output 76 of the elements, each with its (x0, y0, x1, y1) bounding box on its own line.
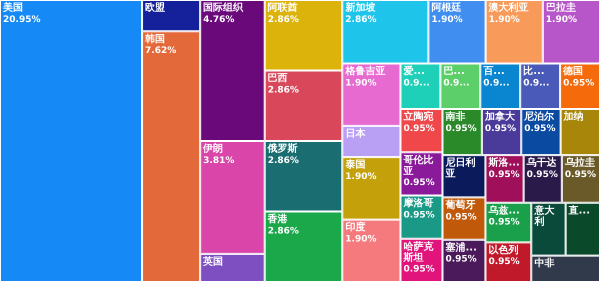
data-label: 1.90% (345, 78, 377, 88)
category-label: 直... (568, 204, 590, 216)
category-label: 斯洛... (487, 156, 520, 169)
data-label: 0.95% (445, 124, 477, 134)
data-label: 1.90% (345, 234, 377, 244)
category-label: 乌干达 (526, 156, 558, 169)
data-label: 0.95% (403, 124, 435, 134)
data-label: 0.9... (443, 78, 470, 88)
category-label: 尼泊尔 (523, 110, 556, 123)
data-label: 2.86% (268, 226, 299, 236)
data-label: 0.95% (445, 212, 477, 222)
data-label: 0.95% (526, 170, 558, 180)
category-label: 尼日利亚 (444, 156, 476, 180)
category-label: 伊朗 (202, 142, 224, 155)
category-label: 南非 (444, 110, 466, 123)
category-label: 德国 (562, 65, 584, 78)
data-label: 0.95% (445, 254, 477, 265)
data-label: 20.95% (3, 14, 40, 25)
category-label: 国际组织 (203, 2, 244, 14)
category-label: 格鲁吉亚 (344, 65, 386, 78)
category-label: 乌兹... (487, 204, 520, 216)
category-label: 澳大利亚 (488, 2, 529, 14)
data-label: 0.95% (488, 218, 520, 228)
category-label: 比... (523, 65, 545, 78)
category-label: 新加坡 (344, 2, 376, 14)
data-label: 3.81% (203, 156, 234, 166)
category-label: 巴拉圭 (546, 2, 576, 14)
category-label: 加拿大 (484, 110, 516, 123)
category-label: 欧盟 (145, 2, 166, 14)
category-label: 英国 (202, 255, 224, 268)
data-label: 1.90% (546, 14, 578, 25)
category-label: 日本 (345, 128, 366, 140)
category-label: 印度 (345, 221, 366, 234)
data-label: 0.95% (488, 257, 520, 268)
category-label: 意大利 (533, 204, 556, 228)
category-label: 阿联酋 (268, 2, 298, 14)
category-label: 美国 (2, 2, 23, 14)
data-label: 0.95% (403, 264, 435, 275)
data-label: 0.95% (403, 210, 435, 220)
data-label: 2.86% (268, 85, 299, 96)
category-label: 泰国 (344, 158, 366, 171)
category-label: 哥伦比亚 (402, 154, 434, 177)
category-label: 立陶宛 (402, 110, 434, 123)
category-label: 以色列 (488, 244, 518, 256)
category-label: 百... (482, 66, 505, 78)
data-label: 2.86% (345, 14, 377, 25)
category-label: 阿根廷 (431, 2, 462, 14)
category-label: 加纳 (562, 110, 584, 123)
data-label: 0.95% (488, 170, 520, 180)
data-label: 1.90% (431, 14, 463, 25)
category-label: 香港 (266, 213, 289, 226)
category-label: 乌拉圭 (564, 156, 595, 169)
data-label: 2.86% (268, 14, 299, 25)
category-label: 摩洛哥 (402, 197, 434, 210)
data-label: 0.9... (403, 78, 430, 88)
category-label: 巴西 (268, 73, 288, 84)
data-label: 0.95% (564, 170, 596, 180)
category-label: 中非 (534, 257, 554, 270)
data-label: 0.95% (563, 78, 594, 88)
data-label: 2.86% (268, 156, 299, 166)
category-label: 哈萨克斯坦 (402, 240, 434, 264)
category-label: 巴... (443, 66, 465, 78)
data-label: 4.76% (203, 14, 234, 25)
data-label: 1.90% (345, 172, 377, 182)
data-label: 1.90% (488, 14, 520, 25)
category-label: 韩国 (144, 32, 166, 45)
data-label: 7.62% (145, 46, 176, 56)
data-label: 0.95% (524, 124, 556, 134)
data-label: 0.9... (483, 78, 510, 88)
data-label: 0.95% (403, 178, 435, 188)
category-label: 俄罗斯 (266, 142, 298, 155)
data-label: 0.9... (523, 78, 550, 88)
category-label: 爱... (402, 65, 425, 78)
category-label: 葡萄牙 (444, 199, 476, 212)
category-label: 塞浦... (444, 241, 477, 254)
data-label: 0.95% (484, 124, 516, 134)
